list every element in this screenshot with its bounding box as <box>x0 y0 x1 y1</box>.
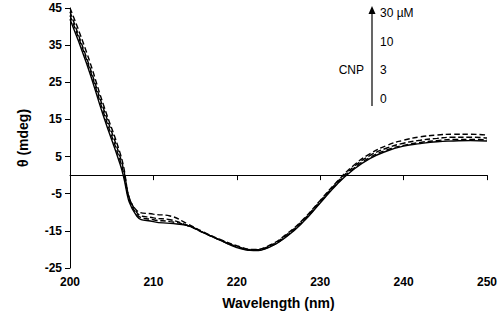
svg-text:CNP: CNP <box>339 63 364 77</box>
svg-text:45: 45 <box>49 1 63 15</box>
svg-text:35: 35 <box>49 38 63 52</box>
svg-text:3: 3 <box>380 63 387 77</box>
svg-text:0: 0 <box>380 92 387 106</box>
svg-text:-5: -5 <box>51 187 62 201</box>
svg-text:200: 200 <box>60 275 80 289</box>
svg-text:30 µM: 30 µM <box>380 6 414 20</box>
svg-text:10: 10 <box>380 35 394 49</box>
svg-text:-25: -25 <box>45 261 63 275</box>
svg-text:220: 220 <box>227 275 247 289</box>
svg-text:θ (mdeg): θ (mdeg) <box>15 109 31 167</box>
svg-text:250: 250 <box>477 275 497 289</box>
svg-text:5: 5 <box>55 150 62 164</box>
svg-text:Wavelength (nm): Wavelength (nm) <box>222 295 334 311</box>
svg-text:-15: -15 <box>45 224 63 238</box>
svg-text:210: 210 <box>143 275 163 289</box>
svg-text:230: 230 <box>310 275 330 289</box>
svg-text:15: 15 <box>49 112 63 126</box>
svg-text:240: 240 <box>394 275 414 289</box>
svg-text:25: 25 <box>49 75 63 89</box>
